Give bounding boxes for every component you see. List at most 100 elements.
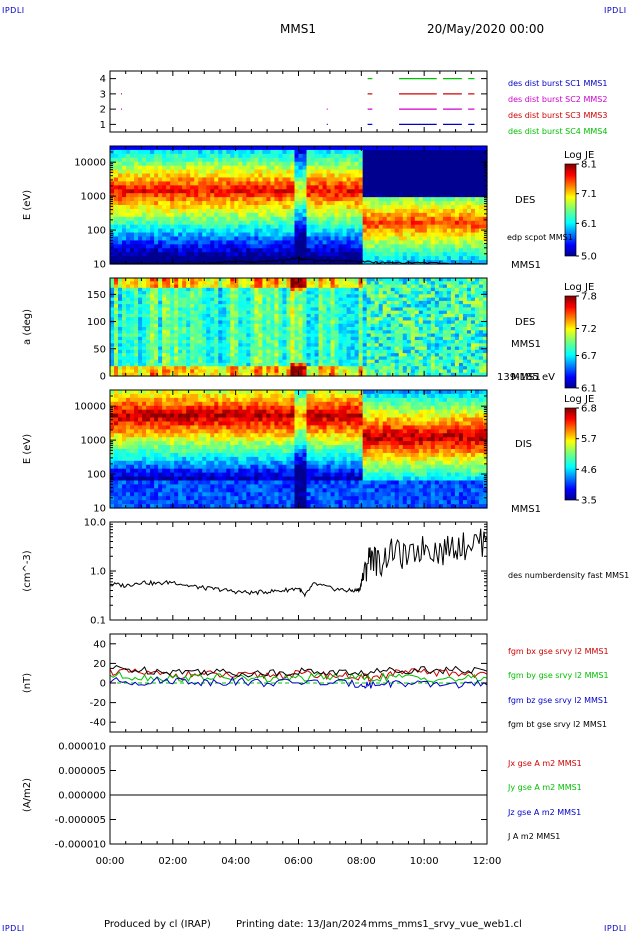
des-energy-spectrogram-heat-cell [330, 169, 336, 175]
des-pitch-angle-heat-cell [174, 353, 179, 357]
des-energy-spectrogram-heat-cell [230, 173, 235, 179]
des-energy-spectrogram-heat-cell [454, 236, 460, 241]
des-energy-spectrogram-heat-cell [254, 256, 259, 261]
des-pitch-angle-heat-cell [354, 284, 360, 289]
des-energy-spectrogram-heat-cell [250, 181, 255, 186]
des-energy-spectrogram-heat-cell [118, 208, 123, 214]
des-energy-spectrogram-heat-cell [234, 212, 239, 218]
des-pitch-angle-heat-cell [178, 330, 183, 335]
des-energy-spectrogram-heat-cell [470, 185, 476, 190]
des-pitch-angle-heat-cell [262, 349, 268, 354]
des-energy-spectrogram-heat-cell [138, 181, 143, 186]
des-energy-spectrogram-heat-cell [362, 157, 368, 163]
des-energy-spectrogram-heat-cell [406, 256, 412, 261]
des-energy-spectrogram-heat-cell [390, 177, 396, 182]
des-pitch-angle-heat-cell [234, 300, 239, 305]
des-pitch-angle-heat-cell [374, 349, 380, 354]
des-energy-spectrogram-heat-cell [266, 205, 272, 210]
des-energy-spectrogram-heat-cell [250, 153, 255, 159]
des-energy-spectrogram-heat-cell [194, 220, 199, 226]
des-energy-spectrogram-heat-cell [470, 146, 476, 151]
des-energy-spectrogram-heat-cell [210, 232, 215, 238]
des-energy-spectrogram-heat-cell [274, 177, 280, 182]
des-energy-spectrogram-heat-cell [202, 236, 207, 241]
des-energy-spectrogram-heat-cell [414, 228, 420, 234]
des-energy-spectrogram-heat-cell [414, 149, 420, 155]
des-pitch-angle-heat-cell [146, 313, 151, 318]
des-pitch-angle-heat-cell [218, 340, 223, 344]
des-energy-spectrogram-heat-cell [390, 149, 396, 155]
des-pitch-angle-heat-cell [286, 330, 292, 335]
des-pitch-angle-heat-cell [394, 343, 400, 348]
des-pitch-angle-heat-cell [238, 284, 243, 289]
des-pitch-angle-heat-cell [210, 346, 215, 351]
des-pitch-angle-heat-cell [346, 310, 352, 315]
des-energy-spectrogram-heat-cell [410, 216, 416, 222]
des-energy-spectrogram-heat-cell [250, 169, 255, 175]
des-energy-spectrogram-heat-cell [266, 260, 272, 265]
des-energy-spectrogram-heat-cell [238, 205, 243, 210]
des-energy-spectrogram-heat-cell [386, 189, 392, 194]
des-pitch-angle-heat-cell [278, 278, 284, 282]
des-pitch-angle-heat-cell [202, 369, 207, 374]
des-pitch-angle-heat-cell [138, 313, 143, 318]
des-energy-spectrogram-heat-cell [350, 244, 356, 249]
des-energy-spectrogram-heat-cell [446, 165, 452, 171]
des-energy-spectrogram-heat-cell [186, 189, 191, 194]
des-pitch-angle-heat-cell [118, 343, 123, 348]
des-energy-spectrogram-heat-cell [450, 153, 456, 159]
des-pitch-angle-heat-cell [254, 313, 259, 318]
des-energy-spectrogram-heat-cell [462, 232, 468, 238]
des-energy-spectrogram-heat-cell [282, 146, 288, 151]
des-energy-spectrogram-heat-cell [178, 208, 183, 214]
des-pitch-angle-heat-cell [254, 307, 259, 312]
des-pitch-angle-heat-cell [134, 336, 139, 341]
des-energy-spectrogram-heat-cell [142, 149, 147, 155]
des-pitch-angle-heat-cell [146, 317, 151, 322]
des-energy-spectrogram-heat-cell [258, 169, 264, 175]
des-energy-spectrogram-heat-cell [394, 197, 400, 202]
des-energy-spectrogram-heat-cell [210, 244, 215, 249]
des-energy-spectrogram-heat-cell [338, 161, 344, 167]
des-pitch-angle-heat-cell [178, 317, 183, 322]
des-pitch-angle-heat-cell [174, 287, 179, 292]
des-pitch-angle-heat-cell [274, 291, 280, 295]
des-pitch-angle-heat-cell [118, 333, 123, 338]
des-pitch-angle-heat-cell [170, 359, 175, 364]
des-energy-spectrogram-heat-cell [122, 228, 127, 234]
des-pitch-angle-heat-cell [394, 307, 400, 312]
des-pitch-angle-heat-cell [298, 346, 304, 351]
des-energy-spectrogram-heat-cell [370, 189, 376, 194]
des-pitch-angle-heat-cell [330, 278, 336, 282]
des-pitch-angle-heat-cell [242, 313, 247, 318]
des-energy-spectrogram-heat-cell [134, 205, 139, 210]
des-energy-spectrogram-heat-cell [438, 224, 444, 230]
des-energy-spectrogram-heat-cell [358, 244, 364, 249]
des-pitch-angle-heat-cell [226, 291, 231, 295]
des-pitch-angle-heat-cell [174, 304, 179, 308]
des-pitch-angle-heat-cell [118, 294, 123, 299]
des-energy-spectrogram-heat-cell [442, 146, 448, 151]
des-energy-spectrogram-heat-cell [462, 256, 468, 261]
des-energy-spectrogram-heat-cell [406, 216, 412, 222]
des-energy-spectrogram-heat-cell [218, 173, 223, 179]
des-energy-spectrogram-heat-cell [286, 173, 292, 179]
des-pitch-angle-heat-cell [222, 362, 227, 367]
des-pitch-angle-heat-cell [294, 294, 300, 299]
des-energy-spectrogram-heat-cell [238, 248, 243, 253]
des-pitch-angle-heat-cell [298, 278, 304, 282]
des-energy-spectrogram-heat-cell [170, 165, 175, 171]
des-energy-spectrogram-heat-cell [194, 232, 199, 238]
des-pitch-angle-heat-cell [314, 284, 320, 289]
des-energy-spectrogram-heat-cell [214, 197, 219, 202]
des-pitch-angle-heat-cell [354, 278, 360, 282]
des-pitch-angle-heat-cell [174, 369, 179, 374]
des-energy-spectrogram-heat-cell [166, 220, 171, 226]
des-pitch-angle-heat-cell [174, 300, 179, 305]
des-pitch-angle-heat-cell [386, 294, 392, 299]
des-energy-spectrogram-heat-cell [434, 181, 440, 186]
des-energy-spectrogram-heat-cell [142, 248, 147, 253]
des-pitch-angle-heat-cell [270, 369, 276, 374]
des-energy-spectrogram-heat-cell [462, 157, 468, 163]
des-pitch-angle-heat-cell [178, 333, 183, 338]
